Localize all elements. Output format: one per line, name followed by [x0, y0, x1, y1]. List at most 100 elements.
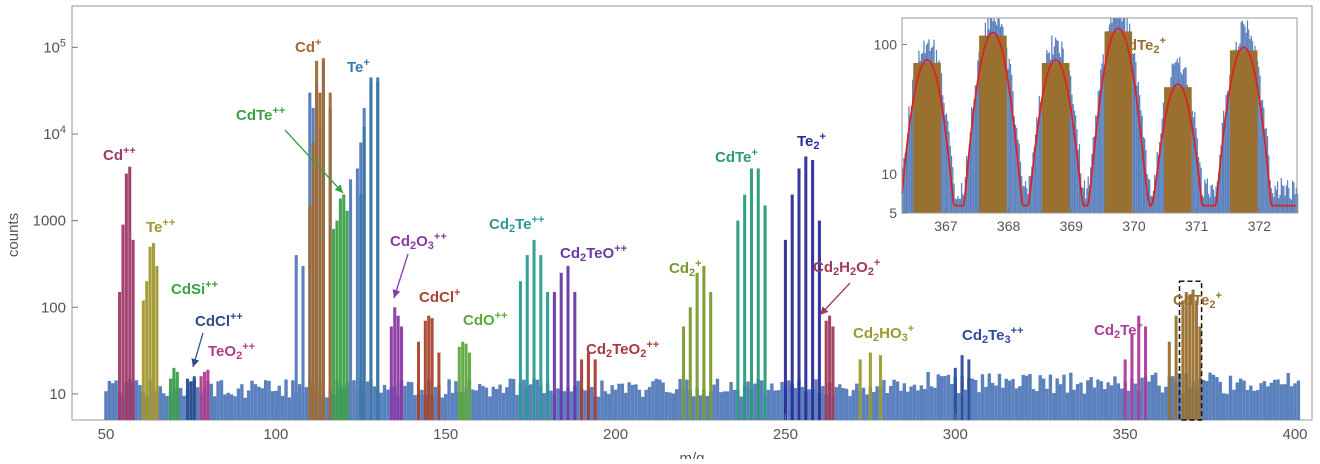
peak-7-2 — [338, 198, 342, 420]
inset-envelope-bar — [977, 60, 979, 213]
background-bar — [1072, 389, 1076, 420]
background-bar — [280, 395, 285, 420]
background-bar — [895, 381, 900, 420]
peak-19-0 — [953, 367, 957, 420]
peak-3-1 — [189, 381, 193, 420]
background-bar — [576, 380, 580, 420]
background-bar — [1293, 383, 1297, 420]
inset-envelope-bar — [1274, 185, 1276, 213]
peak-5-1 — [311, 142, 315, 420]
background-bar — [505, 387, 509, 420]
background-bar — [834, 387, 839, 420]
background-bar — [899, 390, 903, 420]
inset-envelope-bar — [944, 114, 946, 213]
background-bar — [410, 382, 414, 420]
ion-label-12: Cd2TeO++ — [560, 243, 627, 264]
background-bar — [1235, 382, 1239, 420]
background-bar — [841, 388, 845, 420]
inset-envelope-bar — [953, 183, 955, 213]
background-bar — [1283, 384, 1287, 420]
background-bar — [474, 390, 478, 420]
inset-envelope-bar — [1076, 129, 1078, 213]
x-tick-label: 400 — [1282, 426, 1307, 443]
inset-envelope-bar — [1294, 194, 1296, 213]
inset-x-tick-label: 370 — [1122, 218, 1146, 234]
background-bar — [892, 379, 896, 420]
inset-envelope-bar — [967, 159, 969, 213]
inset-envelope-bar — [1137, 81, 1139, 214]
inset-envelope-bar — [1276, 181, 1279, 213]
peak-0-0 — [118, 292, 122, 420]
background-bar — [440, 397, 444, 420]
background-bar — [1259, 383, 1263, 420]
background-bar — [620, 383, 625, 420]
background-bar — [257, 386, 261, 420]
background-bar — [1272, 379, 1277, 420]
inset-envelope-bar — [970, 106, 973, 213]
peak-20-2 — [1137, 315, 1141, 420]
inset-envelope-bar — [1026, 188, 1028, 213]
background-bar — [956, 393, 961, 420]
background-bar — [705, 395, 709, 420]
ion-label-0: Cd++ — [103, 145, 136, 164]
peak-10-2 — [464, 343, 468, 420]
background-bar — [1116, 383, 1121, 420]
background-bar — [950, 384, 954, 420]
peak-16-1 — [790, 194, 794, 420]
background-bar — [780, 381, 784, 420]
background-bar — [450, 392, 455, 420]
inset-envelope-bar — [905, 149, 908, 213]
background-bar — [365, 381, 370, 420]
background-bar — [1154, 372, 1158, 420]
background-bar — [277, 385, 281, 420]
background-bar — [1120, 388, 1124, 420]
peak-16-2 — [797, 168, 801, 420]
peak-9-3 — [430, 318, 434, 420]
background-bar — [882, 379, 886, 420]
background-bar — [624, 392, 628, 420]
background-bar — [692, 396, 696, 420]
background-bar — [787, 380, 791, 420]
inset-envelope-bar — [940, 73, 943, 213]
inset-envelope-bar — [1212, 189, 1215, 213]
background-bar — [1164, 386, 1168, 420]
background-bar — [352, 380, 356, 420]
peak-16-4 — [811, 160, 815, 420]
background-bar — [1075, 384, 1080, 420]
inset-envelope-bar — [1281, 185, 1284, 213]
background-bar — [134, 380, 139, 420]
background-bar — [287, 397, 292, 420]
background-bar — [1262, 381, 1267, 420]
ion-label-21: CdTe2+ — [1173, 290, 1222, 311]
background-bar — [861, 387, 866, 420]
background-bar — [630, 384, 635, 420]
y-tick-label: 100 — [41, 299, 66, 316]
background-bar — [627, 382, 631, 420]
background-bar — [158, 386, 163, 420]
x-tick-label: 300 — [943, 426, 968, 443]
ion-label-6: Te+ — [347, 57, 370, 76]
inset-envelope-bar — [1297, 193, 1299, 213]
background-bar — [1055, 378, 1059, 420]
background-bar — [658, 379, 662, 420]
inset-envelope-bar — [1131, 53, 1133, 214]
background-bar — [471, 389, 475, 420]
peak-15-1 — [743, 194, 747, 420]
y-tick-label: 104 — [43, 124, 66, 143]
inset-envelope-bar — [909, 115, 911, 213]
background-bar — [1109, 385, 1114, 420]
background-bar — [1211, 374, 1216, 420]
inset-envelope-bar — [908, 106, 910, 213]
background-bar — [304, 387, 309, 420]
arrow-cd2h2o2 — [819, 282, 851, 316]
inset-envelope-bar — [1092, 137, 1094, 213]
inset-envelope-bar — [1263, 107, 1265, 213]
ion-label-8: Cd2O3++ — [390, 231, 447, 252]
inset-peak-5 — [1229, 50, 1258, 213]
background-bar — [610, 385, 614, 420]
inset-envelope-bar — [1096, 116, 1098, 213]
inset-envelope-bar — [1285, 185, 1287, 213]
background-bar — [641, 396, 645, 420]
peak-18-2 — [879, 355, 883, 420]
inset-envelope-bar — [1271, 193, 1274, 213]
